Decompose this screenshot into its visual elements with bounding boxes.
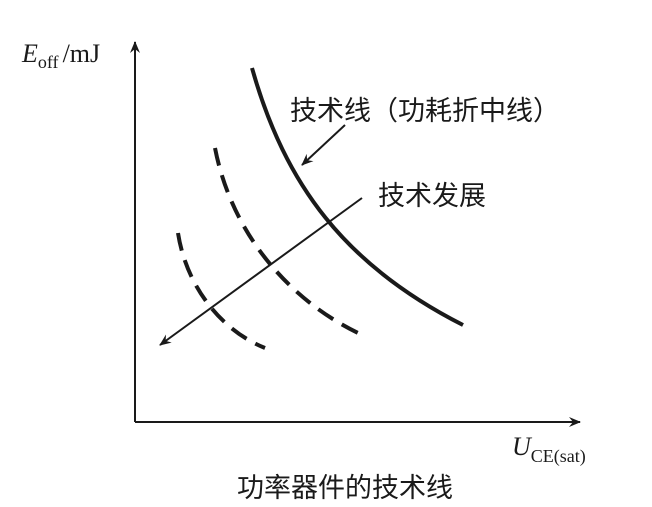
- tech-progress-label: 技术发展: [378, 181, 486, 212]
- x-symbol: U: [512, 432, 533, 461]
- x-subscript: CE(sat): [531, 446, 586, 467]
- tech-line-curve: [250, 67, 464, 327]
- caption: 功率器件的技术线: [237, 473, 453, 504]
- x-axis-label: UCE(sat): [512, 432, 586, 467]
- y-symbol: E: [21, 39, 38, 68]
- axes: [130, 41, 581, 427]
- y-subscript: off: [38, 52, 59, 72]
- pointer-arrow: [301, 124, 346, 166]
- y-axis-label: Eoff/mJ: [21, 39, 100, 72]
- dashed-curve: [213, 147, 359, 335]
- dashed-curve: [176, 232, 266, 350]
- progress-arrow: [159, 197, 363, 346]
- y-unit: /mJ: [63, 39, 101, 68]
- tech-line-label: 技术线（功耗折中线）: [290, 96, 560, 127]
